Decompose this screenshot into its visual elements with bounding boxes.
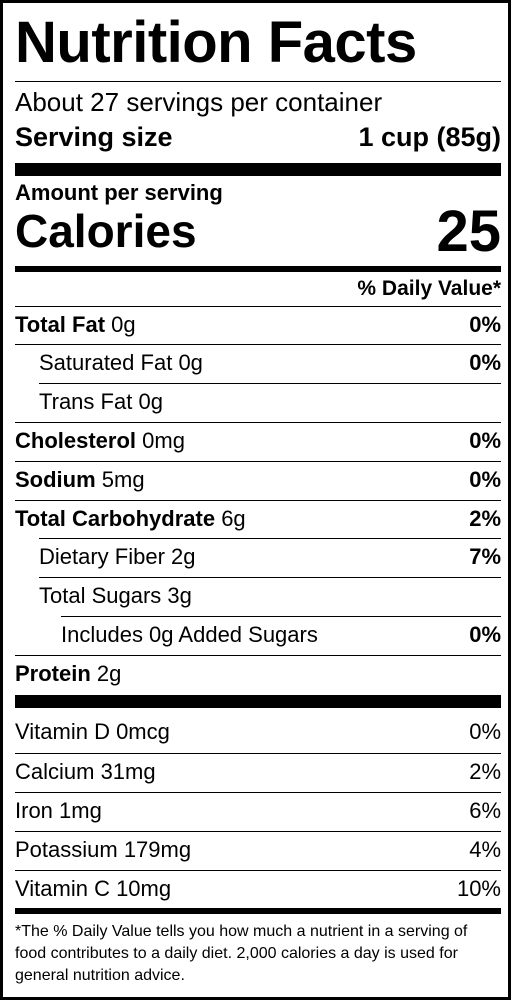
nutrient-dv: 7% xyxy=(469,544,501,569)
divider xyxy=(15,500,501,501)
nutrient-dv: 0% xyxy=(469,622,501,647)
nutrient-amount: 2g xyxy=(96,661,122,686)
title-divider xyxy=(15,81,501,82)
nutrient-amount: 6g xyxy=(221,506,246,531)
nutrient-name: Includes 0g Added Sugars xyxy=(61,622,318,647)
nutrient-amount: 0mg xyxy=(142,428,185,453)
divider xyxy=(15,870,501,871)
vitamin-name: Iron 1mg xyxy=(15,798,102,823)
footnote-divider xyxy=(15,908,501,914)
divider xyxy=(61,616,501,617)
medium-divider xyxy=(15,266,501,272)
vitamin-row-calcium: Calcium 31mg 2% xyxy=(15,753,501,791)
thick-divider-vitamins xyxy=(15,695,501,708)
servings-per-container: About 27 servings per container xyxy=(15,87,383,117)
thick-divider-top xyxy=(15,163,501,176)
daily-value-header: % Daily Value* xyxy=(357,277,501,300)
nutrient-dv: 0% xyxy=(469,428,501,453)
vitamin-row-vitamin-c: Vitamin C 10mg 10% xyxy=(15,870,501,908)
divider xyxy=(15,753,501,754)
daily-value-footnote: *The % Daily Value tells you how much a … xyxy=(15,923,468,984)
vitamin-name: Potassium 179mg xyxy=(15,837,192,862)
vitamin-dv: 0% xyxy=(469,719,501,744)
nutrient-amount: 0g xyxy=(178,350,203,375)
label-title: Nutrition Facts xyxy=(15,10,417,75)
nutrient-dv: 2% xyxy=(469,506,501,531)
nutrient-amount: 0g xyxy=(138,389,163,414)
nutrient-amount: 0g xyxy=(111,312,136,337)
serving-size-label: Serving size xyxy=(15,121,173,152)
nutrient-row-trans-fat: Trans Fat 0g xyxy=(15,383,501,421)
vitamin-row-iron: Iron 1mg 6% xyxy=(15,792,501,830)
nutrient-row-added-sugars: Includes 0g Added Sugars 0% xyxy=(15,616,501,654)
nutrient-dv: 0% xyxy=(469,350,501,375)
nutrient-name: Protein xyxy=(15,661,91,686)
vitamin-name: Calcium 31mg xyxy=(15,759,156,784)
nutrient-name: Total Fat xyxy=(15,312,106,337)
nutrient-row-protein: Protein 2g xyxy=(15,655,501,693)
vitamin-name: Vitamin D 0mcg xyxy=(15,719,170,744)
nutrient-dv: 0% xyxy=(469,467,501,492)
vitamin-dv: 2% xyxy=(469,759,501,784)
vitamin-name: Vitamin C 10mg xyxy=(15,876,172,901)
divider xyxy=(15,422,501,423)
nutrient-row-saturated-fat: Saturated Fat 0g 0% xyxy=(15,344,501,382)
nutrient-name: Total Sugars xyxy=(39,583,162,608)
divider xyxy=(39,383,501,384)
nutrient-dv: 0% xyxy=(469,312,501,337)
nutrient-row-total-carbohydrate: Total Carbohydrate 6g 2% xyxy=(15,500,501,538)
divider xyxy=(15,461,501,462)
nutrient-name: Saturated Fat xyxy=(39,350,173,375)
calories-row: Calories 25 xyxy=(15,199,501,264)
nutrient-name: Sodium xyxy=(15,467,96,492)
nutrient-name: Dietary Fiber xyxy=(39,544,165,569)
nutrient-name: Cholesterol xyxy=(15,428,137,453)
nutrient-amount: 5mg xyxy=(101,467,145,492)
vitamin-row-potassium: Potassium 179mg 4% xyxy=(15,831,501,869)
serving-size-row: Serving size 1 cup (85g) xyxy=(15,120,501,154)
divider xyxy=(39,538,501,539)
calories-label: Calories xyxy=(15,205,197,257)
vitamin-dv: 10% xyxy=(456,876,501,901)
calories-value: 25 xyxy=(436,198,501,264)
label-inner: Nutrition Facts About 27 servings per co… xyxy=(15,3,501,1003)
divider xyxy=(15,792,501,793)
nutrient-name: Trans Fat xyxy=(39,389,133,414)
vitamin-dv: 6% xyxy=(469,798,501,823)
vitamin-row-vitamin-d: Vitamin D 0mcg 0% xyxy=(15,713,501,751)
nutrient-row-cholesterol: Cholesterol 0mg 0% xyxy=(15,422,501,460)
divider xyxy=(15,306,501,307)
nutrient-amount: 2g xyxy=(171,544,196,569)
nutrient-row-total-sugars: Total Sugars 3g xyxy=(15,577,501,615)
divider xyxy=(15,344,501,345)
nutrient-row-total-fat: Total Fat 0g 0% xyxy=(15,306,501,344)
nutrient-row-dietary-fiber: Dietary Fiber 2g 7% xyxy=(15,538,501,576)
divider xyxy=(39,577,501,578)
serving-size-value: 1 cup (85g) xyxy=(358,121,501,152)
amount-per-serving: Amount per serving xyxy=(15,180,223,205)
nutrient-name: Total Carbohydrate xyxy=(15,506,216,531)
divider xyxy=(15,831,501,832)
nutrient-row-sodium: Sodium 5mg 0% xyxy=(15,461,501,499)
vitamin-dv: 4% xyxy=(469,837,501,862)
divider xyxy=(15,655,501,656)
nutrient-amount: 3g xyxy=(167,583,192,608)
